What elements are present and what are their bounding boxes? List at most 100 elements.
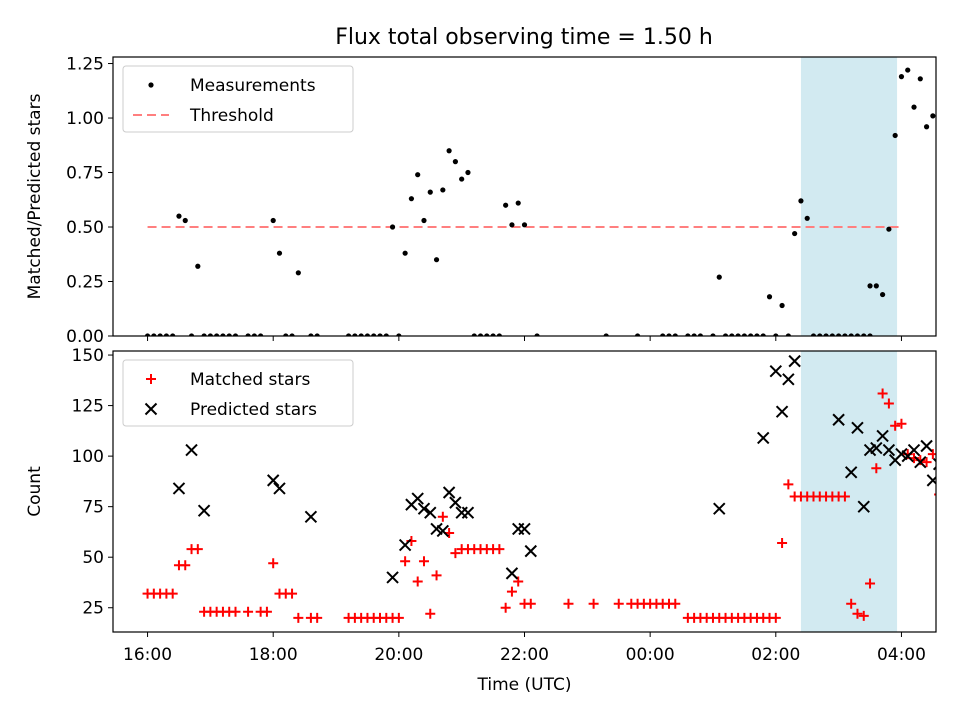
y-tick-label: 125 <box>72 397 104 417</box>
x-tick-label: 04:00 <box>877 645 926 665</box>
matched-star-point <box>777 538 788 549</box>
matched-star-point <box>877 388 888 399</box>
matched-star-point <box>770 612 781 623</box>
legend-box <box>122 65 354 133</box>
measurement-point <box>785 333 791 336</box>
measurement-point <box>377 333 383 336</box>
measurement-point <box>949 131 954 136</box>
matched-star-point <box>261 606 272 617</box>
measurement-point <box>440 187 446 193</box>
ratio-panel: 0.00 0.25 0.50 0.75 1.00 1.25 Matched/Predicte… <box>25 55 954 347</box>
measurement-point <box>937 115 942 120</box>
measurement-point <box>854 333 861 336</box>
matched-star-point <box>393 612 404 623</box>
matched-star-point <box>890 420 901 431</box>
measurement-point <box>741 333 747 336</box>
y-tick-label: 1.25 <box>66 55 104 75</box>
predicted-star-point <box>926 474 936 487</box>
matched-star-point <box>412 576 423 587</box>
measurement-point <box>779 302 785 309</box>
measurement-point <box>697 333 704 336</box>
matched-star-point <box>431 570 442 581</box>
predicted-star-point <box>946 459 957 470</box>
measurement-point <box>810 333 817 336</box>
predicted-star-point <box>455 506 468 519</box>
measurement-point <box>251 333 257 336</box>
measurement-point <box>358 333 364 336</box>
measurement-point <box>427 189 433 195</box>
data-layer <box>144 67 954 336</box>
measurement-point <box>660 333 666 336</box>
measurement-point <box>157 333 163 336</box>
measurement-point <box>352 333 358 336</box>
predicted-star-point <box>782 373 795 386</box>
measurement-point <box>672 333 678 336</box>
matched-star-point <box>287 588 298 599</box>
measurement-point <box>245 333 251 336</box>
legend-marker-matched <box>146 374 156 384</box>
measurement-point <box>220 333 226 336</box>
measurement-point <box>295 270 301 276</box>
measurement-point <box>465 169 471 176</box>
y-tick-label: 150 <box>72 346 104 366</box>
measurement-point <box>722 333 729 336</box>
predicted-star-point <box>197 504 211 517</box>
measurement-point <box>911 104 917 110</box>
legend-box <box>122 359 354 427</box>
measurement-point <box>748 333 754 336</box>
predicted-star-point <box>914 455 927 469</box>
measurement-point <box>848 333 854 336</box>
measurement-point <box>207 333 213 336</box>
y-tick-label: 0.25 <box>66 273 104 293</box>
measurement-point <box>408 196 415 202</box>
measurement-point <box>515 200 521 206</box>
measurement-point <box>503 202 509 208</box>
predicted-star-point <box>185 443 198 457</box>
x-tick-label: 02:00 <box>751 645 800 665</box>
y-tick-label: 0.00 <box>66 327 104 347</box>
predicted-star-point <box>876 429 889 443</box>
measurement-point <box>415 172 421 178</box>
measurement-point <box>396 333 402 336</box>
measurement-point <box>289 333 295 336</box>
measurement-point <box>836 333 842 336</box>
predicted-star-point <box>512 522 525 536</box>
predicted-star-point <box>952 463 960 474</box>
predicted-star-point <box>505 567 519 580</box>
measurement-point <box>496 333 502 336</box>
measurement-point <box>163 333 169 336</box>
matched-star-point <box>243 606 254 617</box>
highlight-span <box>800 351 898 632</box>
measurement-point <box>873 283 879 289</box>
matched-star-point <box>192 544 203 555</box>
x-tick-label: 00:00 <box>626 645 675 665</box>
measurement-point <box>371 333 377 336</box>
predicted-star-point <box>882 443 896 457</box>
predicted-star-point <box>461 506 475 519</box>
predicted-star-point <box>857 500 870 513</box>
y-tick-label: 25 <box>82 599 104 619</box>
measurement-point <box>258 333 264 336</box>
matched-star-point <box>852 608 863 619</box>
measurement-point <box>195 263 201 269</box>
matched-star-point <box>418 556 429 567</box>
legend-label: Measurements <box>190 76 316 96</box>
measurement-point <box>817 333 823 336</box>
measurement-point <box>603 333 609 336</box>
y-axis-label: Matched/Predicted stars <box>25 93 45 299</box>
matched-star-point <box>500 602 511 613</box>
predicted-star-point <box>769 365 783 378</box>
matched-star-point <box>865 578 876 589</box>
measurement-point <box>471 333 477 336</box>
count-panel: 25 50 75 100 125 150 16:00 18:00 20:00 22:00 00:00… <box>25 346 960 695</box>
measurement-point <box>188 333 195 336</box>
predicted-star-point <box>932 458 936 471</box>
measurement-point <box>226 333 232 336</box>
measurement-point <box>691 333 697 336</box>
measurement-point <box>276 250 283 256</box>
predicted-star-point <box>788 354 801 368</box>
legend: Measurements Threshold <box>122 65 354 133</box>
measurement-point <box>270 217 276 224</box>
measurement-point <box>861 333 867 336</box>
matched-star-point <box>268 558 279 569</box>
